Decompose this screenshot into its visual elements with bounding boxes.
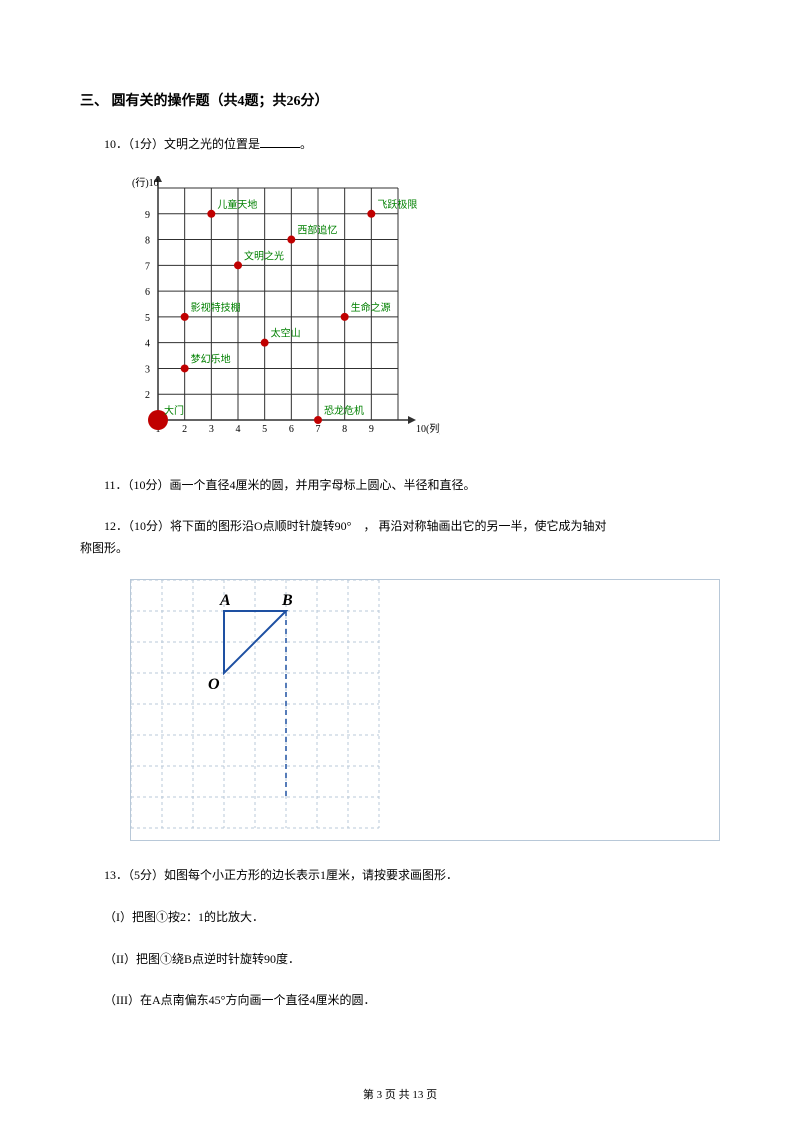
q12-line2: 称图形。 <box>80 538 720 560</box>
q10-prefix: 10．（1分）文明之光的位置是 <box>104 137 260 151</box>
q11-text: 11．（10分）画一个直径4厘米的圆，并用字母标上圆心、半径和直径。 <box>80 475 720 497</box>
svg-text:8: 8 <box>342 424 347 435</box>
svg-text:大门: 大门 <box>164 404 184 417</box>
q12-chart: A B O <box>130 579 720 841</box>
svg-text:2: 2 <box>182 424 187 435</box>
q13-sub3: （III）在A点南偏东45°方向画一个直径4厘米的圆． <box>80 990 720 1012</box>
svg-text:西部追忆: 西部追忆 <box>297 223 337 236</box>
svg-text:7: 7 <box>316 424 321 435</box>
svg-text:5: 5 <box>145 312 150 323</box>
svg-text:梦幻乐地: 梦幻乐地 <box>191 352 231 365</box>
q10-blank <box>260 136 300 148</box>
svg-text:6: 6 <box>289 424 294 435</box>
svg-text:A: A <box>219 592 231 609</box>
q13-sub1: （I）把图①按2：1的比放大． <box>80 907 720 929</box>
svg-text:影视特技棚: 影视特技棚 <box>191 300 241 313</box>
q10-chart: 1234567892345678910(列)(行)10大门梦幻乐地影视特技棚儿童… <box>130 176 720 451</box>
svg-text:2: 2 <box>145 390 150 401</box>
svg-text:生命之源: 生命之源 <box>351 300 391 313</box>
svg-text:3: 3 <box>145 364 150 375</box>
svg-text:8: 8 <box>145 235 150 246</box>
q13-text: 13．（5分）如图每个小正方形的边长表示1厘米，请按要求画图形． <box>80 865 720 887</box>
svg-text:O: O <box>208 676 220 693</box>
svg-text:4: 4 <box>145 338 150 349</box>
svg-text:7: 7 <box>145 261 150 272</box>
svg-text:9: 9 <box>369 424 374 435</box>
svg-text:6: 6 <box>145 287 150 298</box>
q10-suffix: 。 <box>300 137 312 151</box>
q12-line1: 12．（10分）将下面的图形沿O点顺时针旋转90° ， 再沿对称轴画出它的另一半… <box>80 516 720 538</box>
section-title: 三、 圆有关的操作题（共4题；共26分） <box>80 90 720 110</box>
svg-text:(行)10: (行)10 <box>132 176 159 189</box>
svg-text:恐龙危机: 恐龙危机 <box>324 404 364 417</box>
svg-text:文明之光: 文明之光 <box>244 249 284 262</box>
q13-sub2: （II）把图①绕B点逆时针旋转90度． <box>80 949 720 971</box>
svg-text:4: 4 <box>236 424 241 435</box>
svg-text:B: B <box>281 592 293 609</box>
svg-text:飞跃极限: 飞跃极限 <box>377 197 417 210</box>
svg-text:儿童天地: 儿童天地 <box>217 197 257 210</box>
svg-text:3: 3 <box>209 424 214 435</box>
page-footer: 第 3 页 共 13 页 <box>0 1086 800 1102</box>
svg-text:太空山: 太空山 <box>271 326 301 339</box>
svg-text:9: 9 <box>145 209 150 220</box>
svg-text:5: 5 <box>262 424 267 435</box>
svg-text:10(列): 10(列) <box>416 422 440 435</box>
q12-text: 12．（10分）将下面的图形沿O点顺时针旋转90° ， 再沿对称轴画出它的另一半… <box>80 516 720 559</box>
q10-text: 10．（1分）文明之光的位置是 。 <box>80 134 720 156</box>
